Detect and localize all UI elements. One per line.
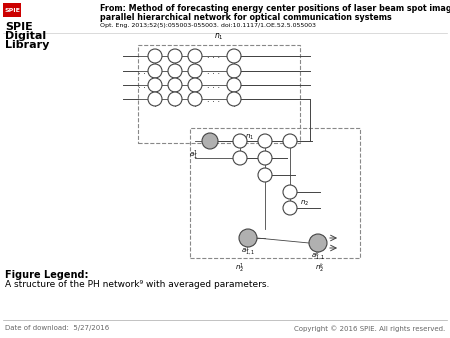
Circle shape: [227, 49, 241, 63]
Text: . . .: . . .: [207, 80, 220, 90]
Circle shape: [202, 133, 218, 149]
Circle shape: [309, 234, 327, 252]
Text: SPIE: SPIE: [4, 7, 20, 13]
Circle shape: [283, 201, 297, 215]
Text: $n_1$: $n_1$: [245, 133, 255, 142]
Text: Date of download:  5/27/2016: Date of download: 5/27/2016: [5, 325, 109, 331]
Bar: [3, 3, 21, 17]
Circle shape: [258, 151, 272, 165]
Text: Digital: Digital: [5, 31, 46, 41]
Circle shape: [233, 151, 247, 165]
Text: . .: . .: [138, 80, 146, 90]
Circle shape: [188, 92, 202, 106]
Circle shape: [148, 49, 162, 63]
Text: parallel hierarchical network for optical communication systems: parallel hierarchical network for optica…: [100, 13, 392, 22]
Text: Library: Library: [5, 40, 50, 50]
Text: $n_1$: $n_1$: [214, 31, 224, 42]
Circle shape: [188, 49, 202, 63]
Text: $a_{1,1}^k$: $a_{1,1}^k$: [311, 249, 325, 263]
Text: From: Method of forecasting energy center positions of laser beam spot images us: From: Method of forecasting energy cente…: [100, 4, 450, 13]
Text: . . .: . . .: [207, 51, 220, 61]
Circle shape: [168, 64, 182, 78]
Circle shape: [188, 78, 202, 92]
Text: $a_1^1$: $a_1^1$: [189, 148, 198, 162]
Circle shape: [188, 64, 202, 78]
Text: $a_{1,1}^1$: $a_{1,1}^1$: [241, 244, 255, 258]
Circle shape: [148, 64, 162, 78]
Circle shape: [239, 229, 257, 247]
Circle shape: [258, 168, 272, 182]
Bar: [138, 45, 300, 143]
Circle shape: [283, 185, 297, 199]
Circle shape: [227, 78, 241, 92]
Text: . . .: . . .: [207, 67, 220, 75]
Circle shape: [258, 134, 272, 148]
Text: . . .: . . .: [207, 95, 220, 103]
Circle shape: [233, 134, 247, 148]
Bar: [190, 128, 360, 258]
Circle shape: [168, 78, 182, 92]
Text: A structure of the PH network⁹ with averaged parameters.: A structure of the PH network⁹ with aver…: [5, 280, 270, 289]
Circle shape: [148, 78, 162, 92]
Text: Opt. Eng. 2013;52(5):055003-055003. doi:10.1117/1.OE.52.5.055003: Opt. Eng. 2013;52(5):055003-055003. doi:…: [100, 23, 316, 28]
Text: SPIE: SPIE: [5, 22, 33, 32]
Circle shape: [168, 49, 182, 63]
Text: Figure Legend:: Figure Legend:: [5, 270, 89, 280]
Text: Copyright © 2016 SPIE. All rights reserved.: Copyright © 2016 SPIE. All rights reserv…: [294, 325, 445, 332]
Circle shape: [227, 92, 241, 106]
Text: $n_2$: $n_2$: [301, 198, 310, 208]
Circle shape: [283, 134, 297, 148]
Text: . .: . .: [138, 67, 146, 75]
Circle shape: [227, 64, 241, 78]
Circle shape: [148, 92, 162, 106]
Text: $n_2^k$: $n_2^k$: [315, 262, 325, 275]
Text: $n_2^1$: $n_2^1$: [235, 262, 245, 275]
Circle shape: [168, 92, 182, 106]
